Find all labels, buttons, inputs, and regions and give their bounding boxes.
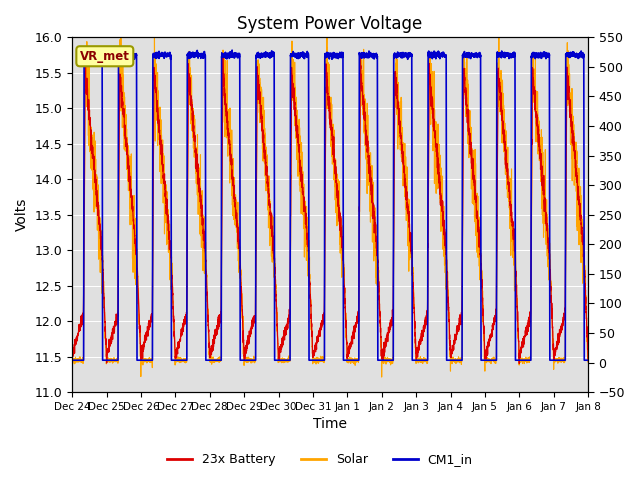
X-axis label: Time: Time [313,418,347,432]
Title: System Power Voltage: System Power Voltage [237,15,423,33]
Legend: 23x Battery, Solar, CM1_in: 23x Battery, Solar, CM1_in [163,448,477,471]
Y-axis label: Volts: Volts [15,198,29,231]
Text: VR_met: VR_met [80,50,130,63]
